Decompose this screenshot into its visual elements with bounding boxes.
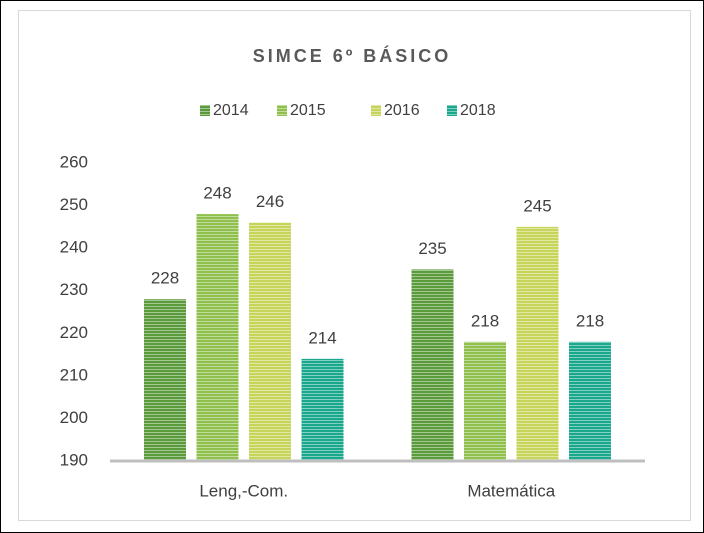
legend-swatch: [200, 105, 210, 116]
bar: [301, 358, 344, 461]
data-label: 245: [523, 196, 551, 215]
legend-label: 2018: [460, 102, 496, 119]
bar: [411, 269, 454, 461]
y-tick-label: 250: [60, 195, 88, 214]
data-label: 228: [151, 269, 179, 288]
y-tick-label: 230: [60, 280, 88, 299]
chart-title: SIMCE 6º BÁSICO: [253, 45, 452, 66]
legend-swatch: [371, 105, 381, 116]
data-label: 218: [471, 311, 499, 330]
legend-label: 2016: [384, 102, 420, 119]
bar: [516, 226, 559, 461]
y-tick-label: 210: [60, 365, 88, 384]
data-label: 235: [418, 239, 446, 258]
legend-swatch: [277, 105, 287, 116]
y-tick-label: 220: [60, 323, 88, 342]
data-label: 214: [308, 328, 336, 347]
legend-label: 2014: [213, 102, 249, 119]
bar: [569, 341, 611, 461]
data-label: 248: [203, 184, 231, 203]
bar: [196, 214, 239, 461]
legend-label: 2015: [290, 102, 326, 119]
bar: [144, 299, 186, 461]
data-label: 246: [256, 192, 284, 211]
y-tick-label: 260: [60, 152, 88, 171]
y-tick-label: 200: [60, 408, 88, 427]
bar: [249, 222, 291, 461]
legend-swatch: [447, 105, 457, 116]
bar: [464, 341, 506, 461]
y-tick-label: 240: [60, 238, 88, 257]
x-tick-label: Leng,-Com.: [199, 481, 288, 500]
y-tick-label: 190: [60, 450, 88, 469]
x-tick-label: Matemática: [467, 481, 555, 500]
data-label: 218: [576, 311, 604, 330]
